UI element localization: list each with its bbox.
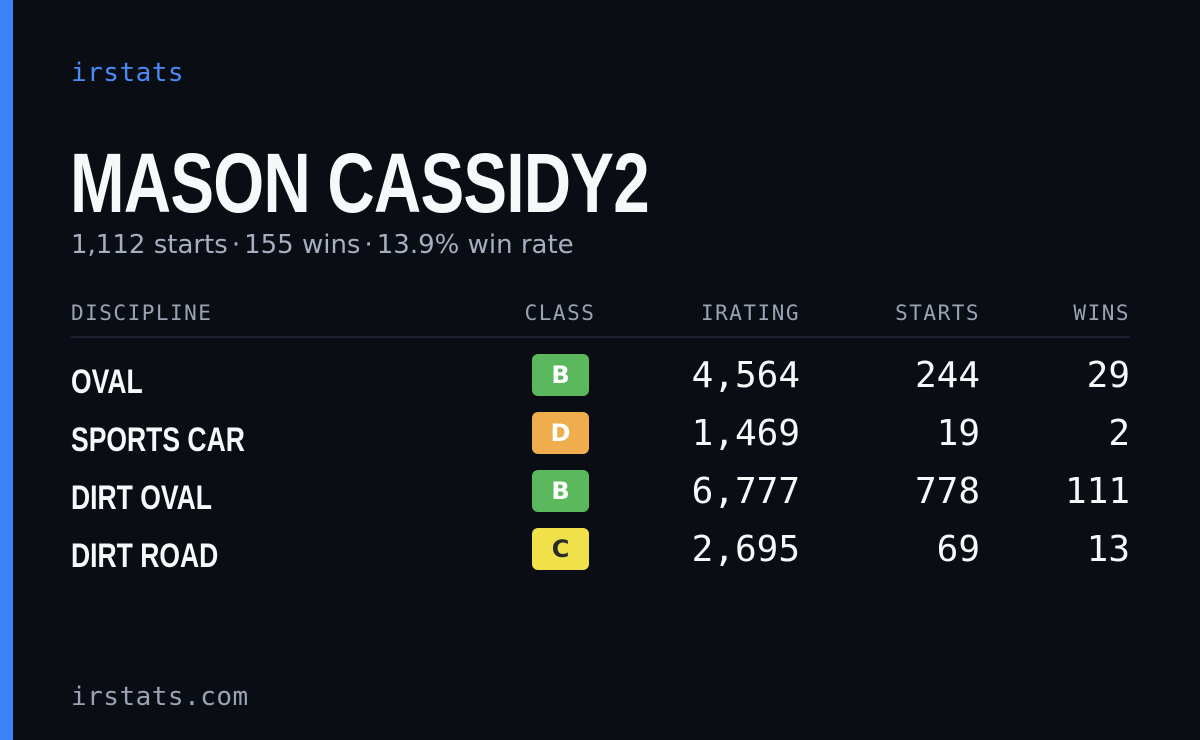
class-badge: B <box>532 470 589 512</box>
header-irating: IRATING <box>700 301 800 325</box>
starts-value: 69 <box>936 529 980 570</box>
irating-value: 4,564 <box>691 355 800 396</box>
brand-logo[interactable]: irstats <box>71 58 185 88</box>
summary-win-rate: 13.9% win rate <box>376 230 574 260</box>
license-table: DISCIPLINE CLASS IRATING STARTS WINS OVA… <box>71 296 1130 575</box>
summary-starts: 1,112 starts <box>71 230 228 260</box>
summary-separator: · <box>364 230 373 260</box>
driver-name: MASON CASSIDY2 <box>70 136 650 230</box>
table-row: OVAL B 4,564 244 29 <box>71 352 1130 410</box>
wins-value: 29 <box>1086 355 1130 396</box>
summary-wins: 155 wins <box>244 230 361 260</box>
table-header: DISCIPLINE CLASS IRATING STARTS WINS <box>71 296 1130 338</box>
table-row: DIRT ROAD C 2,695 69 13 <box>71 526 1130 584</box>
class-badge: D <box>532 412 589 454</box>
discipline-name: DIRT OVAL <box>71 479 212 517</box>
table-row: DIRT OVAL B 6,777 778 111 <box>71 468 1130 526</box>
class-badge: C <box>532 528 589 570</box>
starts-value: 778 <box>914 471 980 512</box>
summary-separator: · <box>231 230 241 260</box>
irating-value: 6,777 <box>691 471 800 512</box>
footer-url[interactable]: irstats.com <box>71 682 249 712</box>
starts-value: 244 <box>914 355 980 396</box>
header-starts: STARTS <box>895 301 980 325</box>
discipline-name: SPORTS CAR <box>71 421 245 459</box>
header-discipline: DISCIPLINE <box>71 301 213 325</box>
driver-summary: 1,112 starts · 155 wins · 13.9% win rate <box>71 228 574 262</box>
table-row: SPORTS CAR D 1,469 19 2 <box>71 410 1130 468</box>
discipline-name: OVAL <box>71 363 143 401</box>
starts-value: 19 <box>936 413 980 454</box>
wins-value: 13 <box>1086 529 1130 570</box>
header-wins: WINS <box>1073 301 1130 325</box>
wins-value: 111 <box>1064 471 1130 512</box>
header-class: CLASS <box>524 301 596 325</box>
accent-bar <box>0 0 13 740</box>
irating-value: 1,469 <box>691 413 800 454</box>
wins-value: 2 <box>1108 413 1130 454</box>
irating-value: 2,695 <box>691 529 800 570</box>
discipline-name: DIRT ROAD <box>71 537 219 575</box>
class-badge: B <box>532 354 589 396</box>
